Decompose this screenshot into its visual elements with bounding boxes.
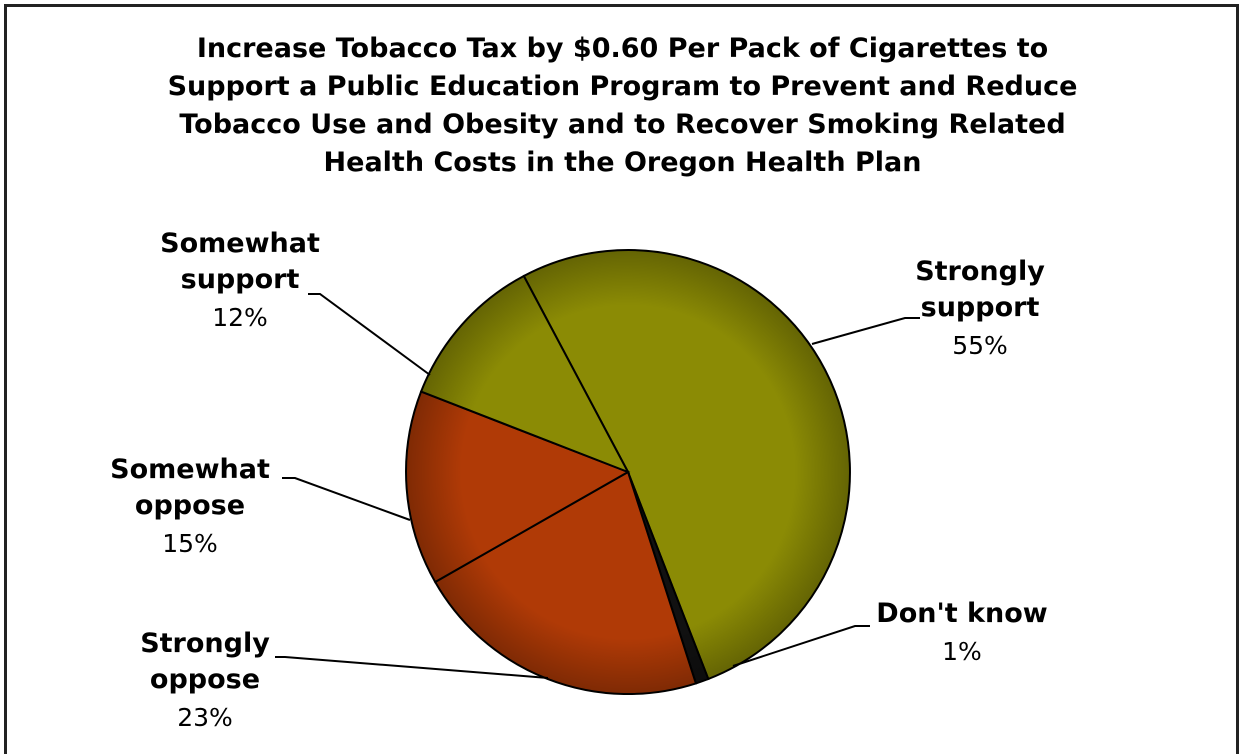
slice-value-2: 23% <box>177 703 233 732</box>
title-line-1: Increase Tobacco Tax by $0.60 Per Pack o… <box>196 33 1049 64</box>
slice-name-1-0: Don't know <box>876 598 1047 629</box>
leader-line-1 <box>732 625 870 667</box>
leader-line-0 <box>811 317 920 345</box>
slice-name-4-0: Somewhat <box>160 228 320 259</box>
title-line-3: Tobacco Use and Obesity and to Recover S… <box>179 109 1066 140</box>
title-line-2: Support a Public Education Program to Pr… <box>167 71 1078 102</box>
title-line-4: Health Costs in the Oregon Health Plan <box>323 147 922 178</box>
slice-label-3: Somewhat oppose 15% <box>110 454 270 558</box>
slice-labels: Strongly support 55% Don't know 1% Strongly op… <box>110 228 1048 732</box>
slice-value-4: 12% <box>212 303 268 332</box>
slice-name-3-1: oppose <box>135 490 245 521</box>
slice-value-3: 15% <box>162 529 218 558</box>
leader-line-4 <box>308 293 431 376</box>
slice-name-4-1: support <box>181 264 300 295</box>
slice-name-2-1: oppose <box>150 664 260 695</box>
leader-line-2 <box>275 656 549 679</box>
slice-label-1: Don't know 1% <box>876 598 1047 666</box>
slice-name-2-0: Strongly <box>140 628 270 659</box>
slice-value-0: 55% <box>952 331 1008 360</box>
slice-value-1: 1% <box>942 637 982 666</box>
leader-line-3 <box>282 477 411 521</box>
slice-name-0-1: support <box>921 292 1040 323</box>
slice-name-3-0: Somewhat <box>110 454 270 485</box>
slice-label-2: Strongly oppose 23% <box>140 628 270 732</box>
slice-label-0: Strongly support 55% <box>915 256 1045 360</box>
leader-lines <box>275 293 920 679</box>
chart-title: Increase Tobacco Tax by $0.60 Per Pack o… <box>0 30 1245 182</box>
pie-slices <box>405 249 851 695</box>
slice-label-4: Somewhat support 12% <box>160 228 320 332</box>
slice-name-0-0: Strongly <box>915 256 1045 287</box>
